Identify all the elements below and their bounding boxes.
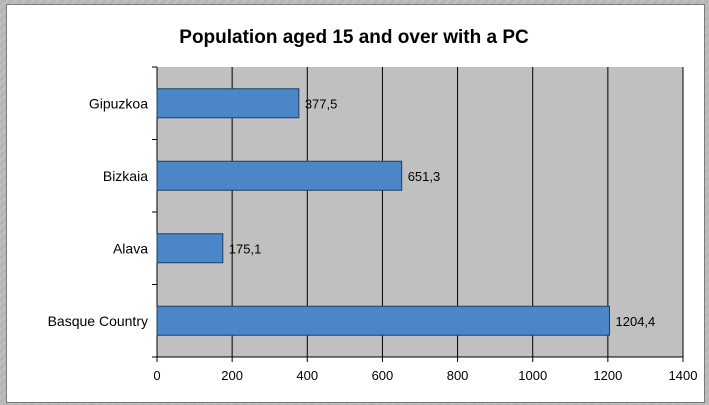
chart-title: Population aged 15 and over with a PC [179,27,529,48]
x-tick-label: 400 [296,368,318,383]
bar [156,233,224,264]
category-label: Alava [113,240,148,256]
category-label: Basque Country [48,313,148,329]
data-label: 651,3 [408,169,441,184]
data-label: 175,1 [229,241,262,256]
x-tick-label: 800 [447,368,469,383]
x-tick-label: 1400 [669,368,698,383]
x-tick-label: 600 [372,368,394,383]
bar [156,88,300,119]
bar [156,305,611,336]
x-tick-label: 1200 [593,368,622,383]
category-label: Bizkaia [103,168,148,184]
bar-chart: Population aged 15 and over with a PC 0 2… [48,27,698,383]
bar [156,160,403,191]
chart-panel: Population aged 15 and over with a PC 0 2… [6,4,705,403]
category-label: Gipuzkoa [89,95,148,111]
x-tick-label: 0 [153,368,160,383]
data-label: 377,5 [305,96,338,111]
data-label: 1204,4 [616,314,656,329]
x-tick-label: 1000 [518,368,547,383]
x-tick-label: 200 [221,368,243,383]
